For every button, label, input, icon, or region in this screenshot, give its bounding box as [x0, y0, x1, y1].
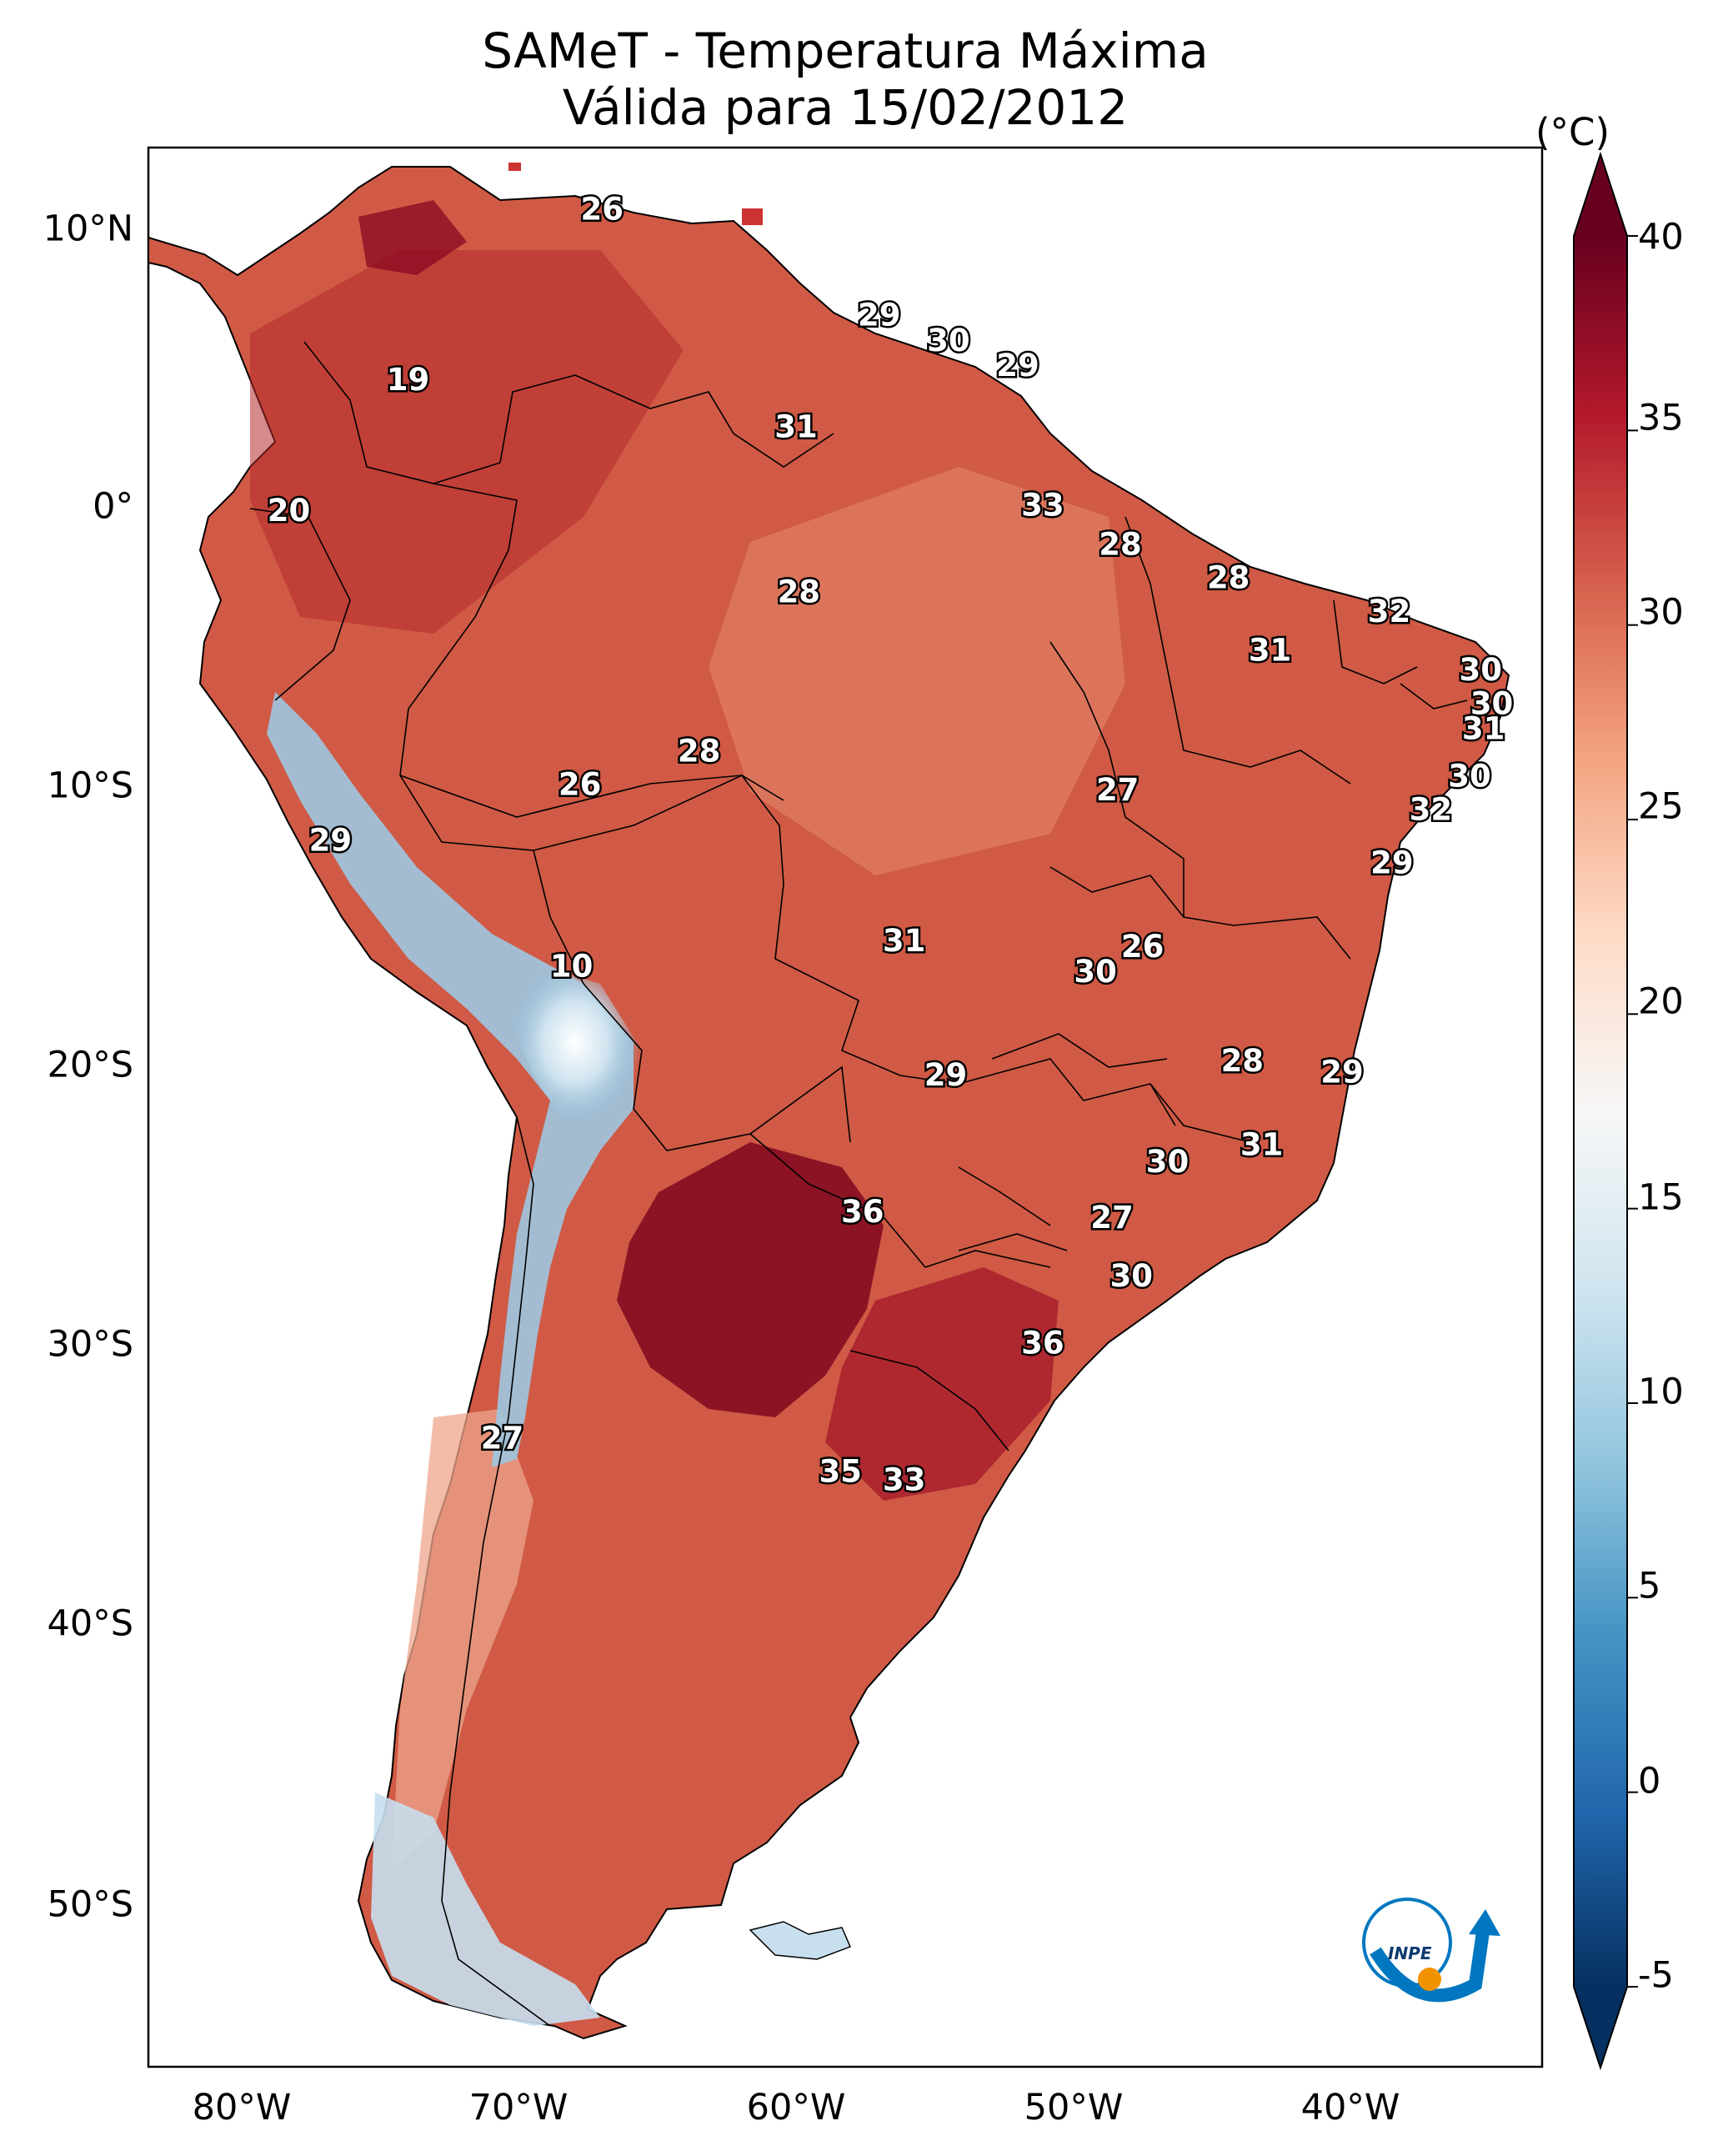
hot-region-southern-brazil: [825, 1267, 1059, 1501]
falkland-islands: [749, 1921, 852, 1960]
station-value: 30: [1460, 652, 1503, 688]
colorbar-tick-label: 40: [1638, 216, 1684, 258]
mild-region-patagonia: [392, 1409, 533, 1868]
station-value: 29: [1320, 1055, 1364, 1091]
coldest-region-altiplano: [508, 959, 642, 1126]
station-value: 30: [1110, 1258, 1154, 1294]
x-tick-label: 40°W: [1300, 2087, 1400, 2128]
inpe-logo: INPE: [1362, 1898, 1500, 2003]
hot-region-venezuela-coast: [358, 200, 467, 275]
colorbar-min-arrow: [1574, 1987, 1627, 2068]
station-value: 27: [481, 1420, 524, 1456]
y-tick-label: 30°S: [47, 1323, 133, 1366]
station-value: 31: [1249, 633, 1292, 669]
mild-region-central-brazil: [709, 467, 1125, 875]
warm-region-amazon: [250, 250, 684, 634]
caribbean-island: [742, 208, 763, 225]
y-tick-label: 0°: [93, 485, 133, 528]
station-value: 30: [1470, 685, 1514, 721]
x-tick-label: 80°W: [192, 2087, 292, 2128]
colorbar-tick-label: 30: [1638, 591, 1684, 634]
station-value: 36: [1021, 1326, 1064, 1361]
station-value: 28: [1221, 1043, 1265, 1079]
station-value: 29: [924, 1057, 968, 1093]
station-value: 31: [1462, 711, 1505, 747]
x-tick-label: 60°W: [746, 2087, 846, 2128]
station-value: 26: [558, 767, 602, 803]
colorbar: [1573, 151, 1638, 2071]
station-value: 28: [778, 574, 821, 609]
station-value: 32: [1410, 792, 1453, 828]
colorbar-tick-label: 0: [1638, 1760, 1661, 1803]
colorbar-tick-label: 20: [1638, 980, 1684, 1023]
station-value: 19: [387, 362, 430, 398]
colorbar-tick-label: 35: [1638, 397, 1684, 439]
colorbar-tick-label: 25: [1638, 785, 1684, 828]
station-value: 30: [927, 323, 970, 358]
station-value: 28: [1099, 526, 1142, 562]
station-value: 33: [1021, 488, 1064, 524]
station-value: 36: [841, 1194, 884, 1230]
station-value: 33: [883, 1462, 926, 1498]
colorbar-tick-label: -5: [1638, 1954, 1674, 1997]
colorbar-tick-label: 10: [1638, 1371, 1684, 1413]
y-tick-label: 10°N: [43, 208, 133, 250]
station-value: 26: [1121, 929, 1165, 965]
station-value: 29: [309, 823, 353, 859]
country-borders: [249, 341, 1468, 2027]
colorbar-max-arrow: [1574, 154, 1627, 236]
cold-region-southern-patagonia: [371, 1792, 600, 2026]
map-subtitle: Válida para 15/02/2012: [562, 79, 1129, 136]
station-value: 10: [550, 948, 594, 984]
station-value: 30: [1146, 1144, 1190, 1180]
station-value: 30: [1074, 954, 1117, 990]
x-tick-label: 50°W: [1024, 2087, 1124, 2128]
inpe-logo-text: INPE: [1388, 1943, 1432, 1963]
station-value: 32: [1368, 594, 1411, 629]
colorbar-tick-label: 15: [1638, 1176, 1684, 1219]
station-value: 30: [1448, 758, 1491, 794]
y-tick-label: 40°S: [47, 1602, 133, 1645]
station-value: 28: [1207, 560, 1250, 596]
x-tick-label: 70°W: [468, 2087, 568, 2128]
station-value: 31: [883, 923, 926, 959]
colorbar-tick-label: 5: [1638, 1565, 1661, 1607]
station-value: 27: [1090, 1200, 1134, 1236]
cold-region-andes: [267, 692, 634, 1467]
y-tick-label: 20°S: [47, 1044, 133, 1086]
y-tick-label: 10°S: [47, 765, 133, 807]
colorbar-unit: (°C): [1535, 110, 1610, 154]
station-value: 29: [1370, 845, 1414, 880]
station-value: 31: [774, 409, 818, 445]
station-value: 20: [268, 493, 311, 529]
station-value: 27: [1096, 772, 1139, 808]
station-value: 29: [996, 348, 1039, 384]
hot-region-chaco: [617, 1142, 884, 1417]
station-value: 35: [819, 1454, 862, 1490]
station-value: 29: [858, 298, 901, 333]
caribbean-island: [508, 163, 521, 171]
station-value: 28: [678, 733, 721, 769]
map-title: SAMeT - Temperatura Máxima: [482, 23, 1209, 79]
y-tick-label: 50°S: [47, 1883, 133, 1926]
station-value: 31: [1240, 1127, 1284, 1163]
colorbar-body: [1574, 236, 1627, 1987]
station-value: 26: [581, 191, 624, 227]
